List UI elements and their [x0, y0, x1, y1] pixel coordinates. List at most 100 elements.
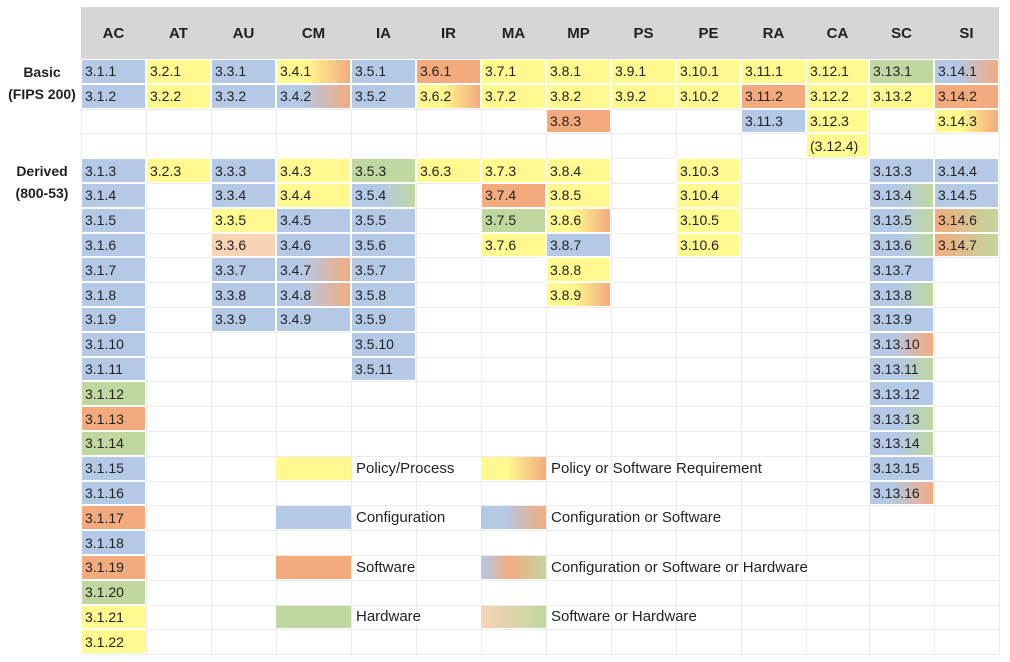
requirement-cell: 3.10.3 — [676, 158, 741, 183]
grid-line — [416, 59, 417, 655]
requirement-cell: (3.12.4) — [806, 133, 869, 159]
column-header: RA — [762, 24, 785, 42]
requirement-cell: 3.5.1 — [351, 59, 416, 84]
column-header: SC — [891, 24, 912, 42]
header-band — [81, 7, 999, 59]
grid-line — [676, 59, 677, 655]
grid-line — [81, 431, 999, 432]
grid-line — [276, 59, 277, 655]
grid-line — [81, 406, 999, 408]
column-header: CA — [826, 24, 849, 42]
requirement-cell: 3.2.3 — [146, 158, 211, 183]
requirement-cell: 3.2.2 — [146, 83, 211, 109]
requirement-cell: 3.8.1 — [546, 59, 611, 84]
grid-line — [81, 629, 999, 631]
requirement-cell: 3.1.17 — [81, 505, 146, 531]
requirement-cell: 3.10.5 — [676, 207, 741, 233]
requirement-cell: 3.2.1 — [146, 59, 211, 84]
requirement-cell: 3.8.2 — [546, 83, 611, 109]
requirement-cell: 3.1.14 — [81, 431, 146, 456]
requirement-cell: 3.1.9 — [81, 307, 146, 332]
requirement-cell: 3.1.7 — [81, 257, 146, 283]
requirement-cell: 3.7.3 — [481, 158, 546, 183]
requirement-cell: 3.5.4 — [351, 183, 416, 208]
requirement-cell: 3.5.6 — [351, 232, 416, 258]
requirement-cell: 3.4.8 — [276, 282, 351, 307]
requirement-cell: 3.5.11 — [351, 356, 416, 382]
requirement-cell: 3.8.6 — [546, 207, 611, 233]
requirement-cell: 3.1.4 — [81, 183, 146, 208]
requirement-cell: 3.13.8 — [869, 282, 934, 307]
requirement-cell: 3.1.12 — [81, 381, 146, 407]
requirement-cell: 3.1.19 — [81, 555, 146, 580]
requirement-cell: 3.13.14 — [869, 431, 934, 456]
requirement-cell: 3.4.1 — [276, 59, 351, 84]
requirement-cell: 3.5.2 — [351, 83, 416, 109]
requirement-cell: 3.13.4 — [869, 183, 934, 208]
requirement-cell: 3.7.1 — [481, 59, 546, 84]
grid-line — [546, 59, 547, 655]
grid-line — [999, 59, 1000, 655]
requirement-cell: 3.13.5 — [869, 207, 934, 233]
requirement-cell: 3.7.5 — [481, 207, 546, 233]
requirement-cell: 3.9.1 — [611, 59, 676, 84]
grid-line — [81, 381, 999, 383]
requirement-cell: 3.1.6 — [81, 232, 146, 258]
requirement-cell: 3.1.20 — [81, 579, 146, 605]
requirement-cell: 3.1.2 — [81, 83, 146, 109]
requirement-cell: 3.13.16 — [869, 480, 934, 506]
requirement-cell: 3.8.5 — [546, 183, 611, 208]
requirement-cell: 3.10.1 — [676, 59, 741, 84]
requirement-cell: 3.13.11 — [869, 356, 934, 382]
grid-line — [611, 59, 612, 655]
requirement-cell: 3.12.2 — [806, 83, 869, 109]
grid-line — [211, 59, 212, 655]
requirement-cell: 3.12.3 — [806, 108, 869, 134]
grid-line — [81, 307, 999, 308]
requirement-cell: 3.11.3 — [741, 108, 806, 134]
row-group-label: Basic (FIPS 200) — [6, 61, 78, 105]
requirement-cell: 3.14.3 — [934, 108, 999, 134]
requirement-cell: 3.1.16 — [81, 480, 146, 506]
requirement-cell: 3.13.6 — [869, 232, 934, 258]
grid-line — [81, 654, 999, 656]
requirement-cell: 3.4.6 — [276, 232, 351, 258]
requirement-cell: 3.13.3 — [869, 158, 934, 183]
column-header: AU — [232, 24, 255, 42]
legend-swatch — [481, 605, 546, 629]
requirement-cell: 3.8.7 — [546, 232, 611, 258]
requirement-cell: 3.10.2 — [676, 83, 741, 109]
requirement-cell: 3.6.3 — [416, 158, 481, 183]
requirement-cell: 3.5.8 — [351, 282, 416, 307]
requirement-cell: 3.3.1 — [211, 59, 276, 84]
requirement-cell: 3.4.5 — [276, 207, 351, 233]
grid-line — [81, 282, 999, 284]
requirement-cell: 3.11.1 — [741, 59, 806, 84]
requirement-cell: 3.3.7 — [211, 257, 276, 283]
grid-line — [81, 133, 999, 135]
requirement-cell: 3.7.6 — [481, 232, 546, 258]
requirement-cell: 3.1.13 — [81, 406, 146, 431]
grid-line — [806, 59, 807, 655]
requirement-cell: 3.4.2 — [276, 83, 351, 109]
column-header: IA — [376, 24, 391, 42]
requirement-cell: 3.1.15 — [81, 455, 146, 481]
requirement-cell: 3.11.2 — [741, 83, 806, 109]
requirement-cell: 3.13.2 — [869, 83, 934, 109]
requirement-cell: 3.13.9 — [869, 307, 934, 332]
requirement-cell: 3.1.11 — [81, 356, 146, 382]
grid-line — [81, 480, 999, 482]
grid-line — [81, 455, 999, 457]
column-header: PE — [698, 24, 719, 42]
requirement-cell: 3.3.2 — [211, 83, 276, 109]
column-header: SI — [959, 24, 974, 42]
requirement-cell: 3.13.7 — [869, 257, 934, 283]
grid-line — [81, 108, 999, 110]
requirement-cell: 3.3.5 — [211, 207, 276, 233]
column-header: IR — [441, 24, 456, 42]
legend-label: Software — [356, 558, 416, 576]
requirement-cell: 3.1.5 — [81, 207, 146, 233]
requirement-cell: 3.14.1 — [934, 59, 999, 84]
requirement-cell: 3.9.2 — [611, 83, 676, 109]
